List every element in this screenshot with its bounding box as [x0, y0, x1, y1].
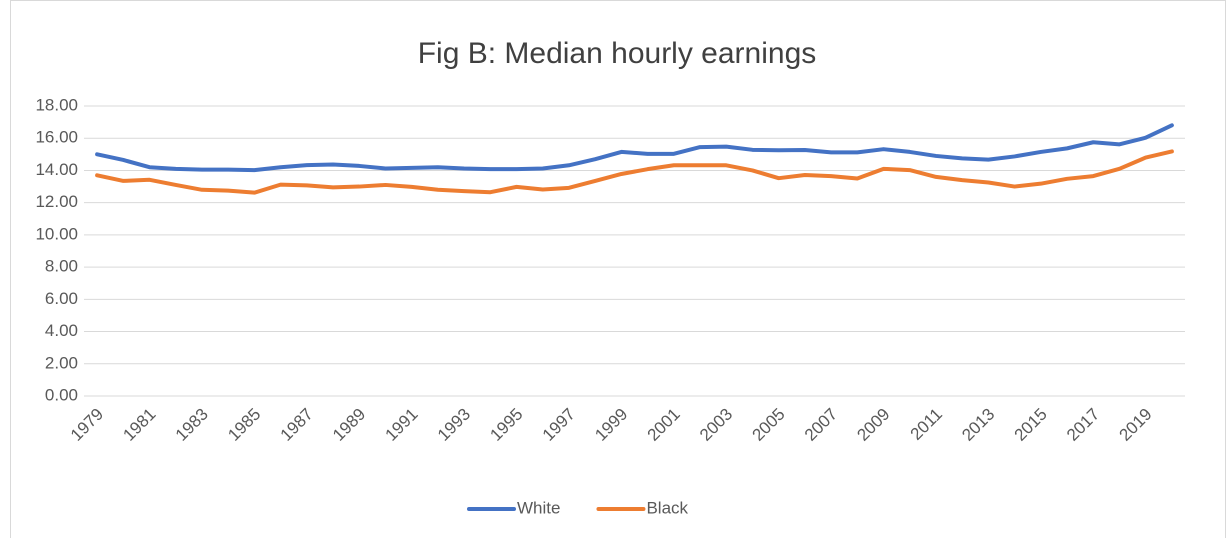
x-tick-label: 2017 [1063, 405, 1103, 445]
x-tick-label: 2011 [907, 405, 946, 444]
x-tick-label: 2015 [1011, 405, 1051, 445]
x-tick-label: 1979 [67, 405, 107, 445]
x-tick-label: 1989 [329, 405, 369, 445]
x-tick-label: 1995 [486, 405, 526, 445]
x-tick-label: 2009 [853, 405, 893, 445]
y-tick-label: 4.00 [45, 321, 78, 340]
series-line [95, 123, 1174, 173]
y-tick-label: 8.00 [45, 257, 78, 276]
x-tick-label: 1987 [277, 405, 317, 445]
chart-frame [10, 0, 1226, 538]
y-tick-label: 14.00 [35, 160, 78, 179]
legend-label: White [517, 498, 560, 517]
x-tick-label: 1985 [224, 405, 264, 445]
x-tick-label: 2013 [958, 405, 998, 445]
x-tick-label: 1997 [539, 405, 579, 445]
x-tick-label: 1991 [381, 405, 421, 445]
x-tick-label: 1983 [172, 405, 212, 445]
x-tick-label: 2019 [1115, 405, 1155, 445]
series-line [95, 149, 1174, 195]
y-tick-label: 16.00 [35, 128, 78, 147]
x-tick-label: 2001 [644, 405, 684, 445]
legend-label: Black [646, 498, 688, 517]
x-tick-label: 2007 [801, 405, 841, 445]
y-tick-label: 12.00 [35, 192, 78, 211]
x-tick-label: 2005 [748, 405, 788, 445]
y-tick-label: 6.00 [45, 289, 78, 308]
x-tick-label: 2003 [696, 405, 736, 445]
x-tick-label: 1999 [591, 405, 631, 445]
x-tick-label: 1993 [434, 405, 474, 445]
x-tick-label: 1981 [119, 405, 159, 445]
y-tick-label: 0.00 [45, 385, 78, 404]
chart-title: Fig B: Median hourly earnings [418, 37, 817, 70]
y-tick-label: 10.00 [35, 224, 78, 243]
y-tick-label: 2.00 [45, 353, 78, 372]
y-tick-label: 18.00 [35, 95, 78, 114]
